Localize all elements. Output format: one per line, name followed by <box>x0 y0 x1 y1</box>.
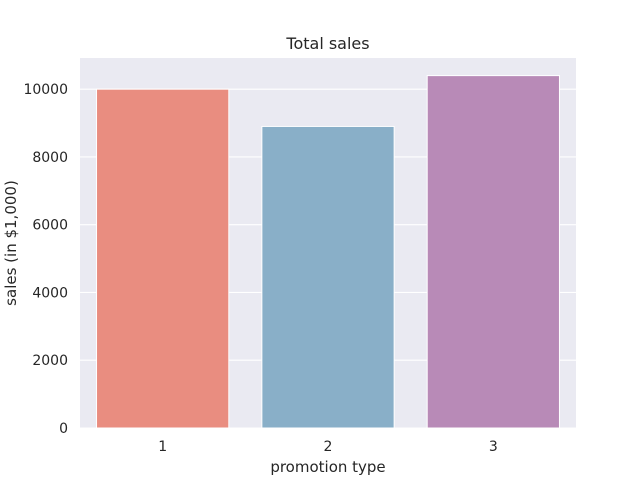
bar-1 <box>96 88 230 429</box>
y-tick-label: 6000 <box>32 218 68 234</box>
bar-3 <box>426 75 560 429</box>
y-tick-label: 10000 <box>23 82 68 98</box>
y-tick-label: 8000 <box>32 150 68 166</box>
y-axis-label: sales (in $1,000) <box>2 180 20 306</box>
chart-title: Total sales <box>285 34 369 53</box>
x-axis-label: promotion type <box>270 458 385 476</box>
y-tick-label: 2000 <box>32 353 68 369</box>
x-tick-label: 2 <box>324 439 333 455</box>
x-tick-label: 1 <box>158 439 167 455</box>
bar-2 <box>261 125 395 429</box>
y-tick-label: 4000 <box>32 285 68 301</box>
x-tick-label: 3 <box>489 439 498 455</box>
y-tick-label: 0 <box>59 421 68 437</box>
bars <box>96 75 560 429</box>
y-tick-labels: 0 2000 4000 6000 8000 10000 <box>23 82 68 437</box>
x-tick-labels: 1 2 3 <box>158 439 498 455</box>
